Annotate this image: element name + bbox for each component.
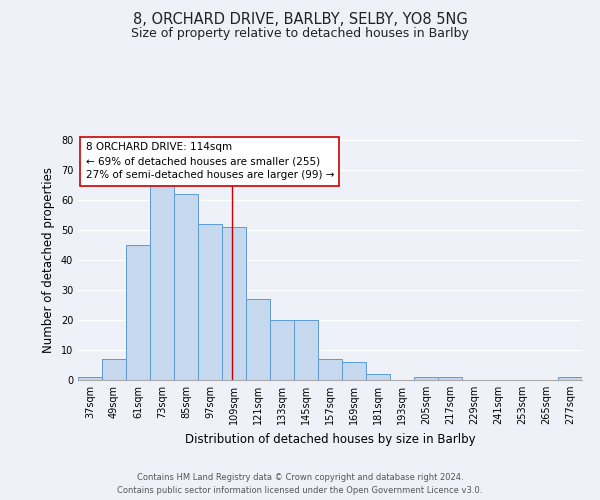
Bar (366, 374, 390, 380)
Text: 8 ORCHARD DRIVE: 114sqm
← 69% of detached houses are smaller (255)
27% of semi-d: 8 ORCHARD DRIVE: 114sqm ← 69% of detache… (86, 142, 334, 180)
Bar (247, 299, 270, 380)
Bar (223, 227, 246, 380)
Bar (342, 362, 366, 380)
Bar (438, 377, 462, 380)
Text: Size of property relative to detached houses in Barlby: Size of property relative to detached ho… (131, 28, 469, 40)
X-axis label: Distribution of detached houses by size in Barlby: Distribution of detached houses by size … (185, 432, 475, 446)
Bar (151, 179, 174, 380)
Bar (295, 320, 318, 380)
Bar (127, 245, 150, 380)
Bar (103, 359, 126, 380)
Bar (415, 377, 438, 380)
Bar (271, 320, 294, 380)
Y-axis label: Number of detached properties: Number of detached properties (42, 167, 55, 353)
Bar (79, 377, 102, 380)
Bar (558, 377, 581, 380)
Bar (175, 194, 198, 380)
Text: Contains HM Land Registry data © Crown copyright and database right 2024.
Contai: Contains HM Land Registry data © Crown c… (118, 473, 482, 495)
Bar (319, 359, 342, 380)
Text: 8, ORCHARD DRIVE, BARLBY, SELBY, YO8 5NG: 8, ORCHARD DRIVE, BARLBY, SELBY, YO8 5NG (133, 12, 467, 28)
Bar (198, 224, 222, 380)
